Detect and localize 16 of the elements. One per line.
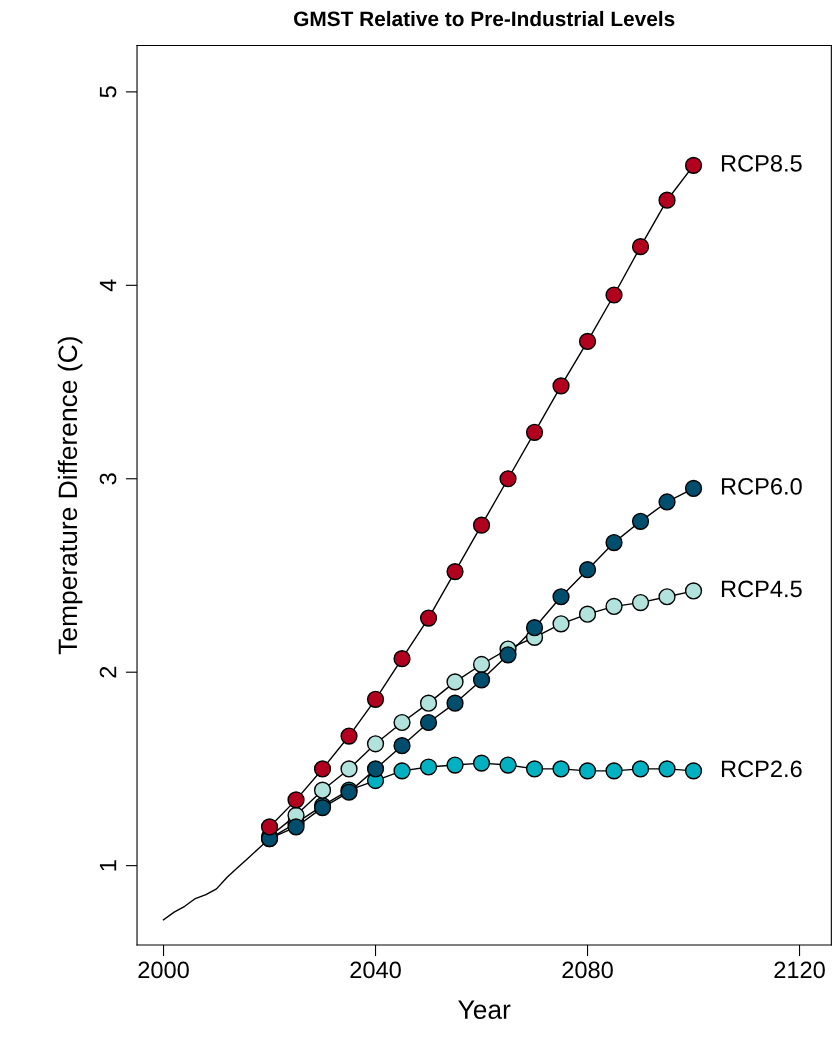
y-tick-label: 2	[99, 666, 117, 678]
x-axis-title: Year	[458, 1000, 511, 1019]
chart-title: GMST Relative to Pre-Industrial Levels	[294, 10, 675, 27]
x-tick-label: 2080	[562, 961, 613, 979]
series-label: RCP6.0	[721, 478, 802, 495]
y-tick-label: 1	[99, 860, 117, 871]
series-label: RCP8.5	[721, 155, 802, 172]
x-tick-label: 2120	[774, 961, 825, 979]
y-tick-label: 3	[99, 473, 117, 485]
y-tick-label: 5	[99, 86, 117, 98]
x-tick-label: 2000	[138, 961, 189, 979]
y-tick-label: 4	[99, 279, 117, 292]
x-tick-label: 2040	[350, 961, 401, 979]
series-label: RCP2.6	[721, 760, 802, 778]
series-label: RCP4.5	[721, 580, 802, 598]
y-axis-title: Temperature Difference (C)	[57, 337, 83, 655]
